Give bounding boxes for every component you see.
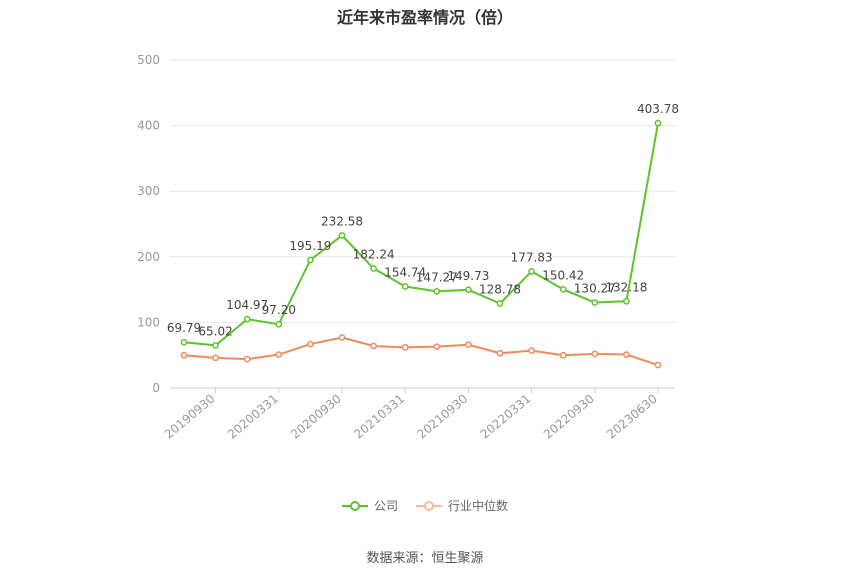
data-point-industry-median [559,351,567,359]
data-point-company [180,338,188,346]
data-point-industry-median [307,340,314,348]
data-point-company [465,286,472,294]
data-label: 97.20 [262,303,296,317]
data-point-industry-median [243,355,251,363]
data-point-industry-median [591,350,599,358]
data-point-industry-median [623,351,630,358]
data-point-industry-median [401,343,409,351]
x-tick-label: 20210930 [415,392,471,442]
data-point-company [370,265,377,272]
x-tick-label: 20220930 [541,392,597,442]
source-note: 数据来源：恒生聚源 [366,551,484,566]
data-label: 147.27 [416,270,458,284]
y-tick-label: 500 [137,53,160,67]
data-point-industry-median [338,334,346,341]
grid-lines [170,59,675,323]
data-label: 128.78 [479,283,521,297]
data-point-company [591,299,599,306]
chart-title: 近年来市盈率情况（倍） [336,8,513,27]
data-point-company [212,341,219,349]
data-label: 149.73 [447,269,489,283]
data-label: 130.27 [574,282,616,296]
data-label: 154.74 [384,265,426,279]
data-point-company [275,320,283,328]
data-point-company [243,315,251,323]
series-line-industry-median [183,336,659,366]
legend-line-icon [341,500,368,511]
data-label: 150.42 [542,268,584,282]
data-point-company [623,297,630,305]
data-label: 65.02 [198,324,232,338]
data-label: 232.58 [321,214,363,228]
x-tick-label: 20190930 [162,392,218,442]
data-point-company [401,283,409,290]
data-point-industry-median [212,354,219,362]
data-point-industry-median [496,349,504,357]
y-tick-label: 200 [137,250,160,264]
series [180,119,662,369]
data-point-industry-median [275,351,283,358]
legend-item-company[interactable]: 公司 [341,497,398,514]
series-line-company [183,122,659,347]
y-tick-label: 0 [152,381,160,395]
data-point-industry-median [465,341,472,349]
data-point-industry-median [370,342,377,350]
y-tick-label: 300 [137,184,160,198]
legend-item-industry-median[interactable]: 行业中位数 [416,497,508,514]
data-label: 403.78 [637,102,679,116]
y-tick-label: 100 [137,315,160,329]
data-point-company [338,232,346,239]
data-label: 195.19 [289,239,331,253]
data-point-company [654,119,662,127]
axes: 0 100 200 300 400 500 20190930 20200331 20200930… [137,53,675,442]
legend-line-icon [416,500,442,511]
x-tick-label: 20210331 [351,392,407,442]
data-label: 132.18 [605,280,647,294]
data-point-company [559,285,567,293]
data-point-industry-median [180,351,188,359]
x-tick-label: 20200331 [225,392,281,442]
legend: 公司 行业中位数 [0,497,850,514]
data-label: 182.24 [353,247,395,261]
data-label: 177.83 [511,250,553,264]
data-label: 69.79 [167,321,201,335]
data-point-company [433,288,441,295]
data-label: 104.97 [226,298,268,312]
data-point-industry-median [528,347,535,354]
data-point-industry-median [654,361,662,369]
legend-label-company: 公司 [373,499,398,513]
data-point-company [307,256,314,264]
x-tick-label: 20230630 [604,392,660,442]
data-point-industry-median [433,343,441,351]
y-tick-label: 400 [137,119,160,133]
legend-label-industry-median: 行业中位数 [448,499,509,513]
data-point-company [528,267,535,275]
data-point-company [496,300,504,307]
x-tick-label: 20220331 [478,392,534,442]
x-tick-label: 20200930 [288,392,344,442]
